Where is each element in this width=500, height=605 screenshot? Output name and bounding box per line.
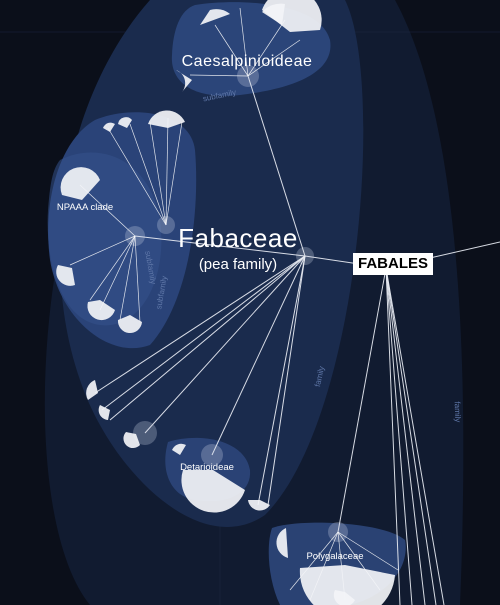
fabaceae-branch	[101, 255, 306, 411]
twig	[149, 121, 167, 226]
twig	[129, 123, 167, 226]
clade-node	[133, 421, 157, 445]
fabaceae-label[interactable]: Fabaceae	[178, 223, 298, 253]
fabaceae-branch	[94, 255, 306, 394]
fabales-branch	[385, 267, 426, 605]
leaf-fan	[98, 405, 110, 420]
leaf-fan	[333, 590, 355, 605]
rank-label-family: family	[453, 401, 463, 422]
rank-label-family: family	[313, 365, 326, 387]
detarioideae-node[interactable]	[201, 444, 223, 466]
leaf-fan	[172, 443, 186, 455]
caesalpinioideae-label[interactable]: Caesalpinioideae	[182, 53, 313, 70]
twig	[107, 127, 167, 226]
leaf-fan	[60, 167, 100, 200]
fabales-label[interactable]: FABALES	[353, 253, 434, 275]
twig	[99, 235, 136, 311]
twig	[337, 531, 399, 571]
fabales-branch	[385, 267, 401, 605]
fabales-branch	[385, 267, 413, 605]
fabaceae-branch	[144, 255, 306, 434]
fabaceae-common-name: (pea family)	[199, 256, 277, 273]
twig	[289, 531, 339, 591]
leaf-fan	[118, 117, 132, 128]
twig	[239, 7, 249, 77]
leaf-fan	[86, 380, 98, 400]
twig	[134, 235, 141, 323]
leaf-fan	[123, 432, 140, 449]
twig	[214, 24, 249, 77]
npaaa-clade-label[interactable]: NPAAA clade	[57, 202, 113, 213]
leaf-fan	[117, 315, 142, 334]
fabales-branch	[385, 267, 437, 605]
leaf-fan	[248, 500, 270, 511]
leaf-fan	[262, 3, 285, 26]
fabaceae-to-detarioideae-branch	[211, 255, 306, 456]
fabaceae-to-caesalpinioideae-branch	[247, 75, 306, 257]
leaf-fan	[299, 565, 395, 605]
leaf-fan	[181, 470, 245, 513]
leaf-fan	[148, 110, 185, 128]
twig	[69, 235, 136, 266]
detarioideae-label[interactable]: Detarioideae	[180, 462, 234, 473]
fabaceae-branch	[267, 255, 306, 506]
leaf-fan	[276, 528, 288, 558]
twig	[79, 184, 136, 237]
leaf-fan	[176, 70, 192, 92]
twig	[247, 39, 301, 77]
twig	[89, 235, 136, 301]
fabaceae-branch	[257, 255, 306, 506]
twig	[119, 235, 136, 321]
leaf-fan	[56, 265, 75, 286]
leaf-fan	[200, 9, 230, 25]
leaf-fan	[87, 300, 115, 321]
twig	[247, 19, 286, 77]
fabaceae-to-npaaa-branch	[134, 235, 306, 257]
twig	[165, 117, 169, 226]
fabaceae-branch	[109, 255, 306, 421]
twig	[165, 121, 183, 226]
fabales-to-polygalaceae-branch	[337, 267, 387, 533]
fabales-branch	[385, 267, 445, 605]
twig	[189, 74, 249, 77]
leaf-fan	[103, 122, 115, 132]
polygalaceae-label[interactable]: Polygalaceae	[306, 551, 363, 562]
